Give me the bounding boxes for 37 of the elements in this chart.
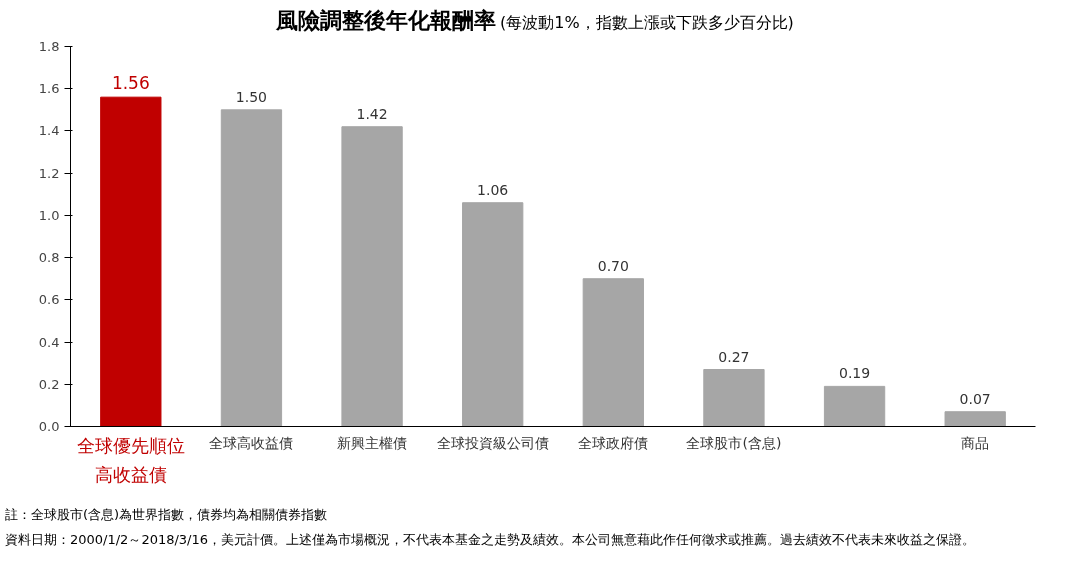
- y-tick-label: 1.2: [38, 166, 60, 182]
- data-label: 0.19: [838, 365, 871, 382]
- chart-subtitle: (每波動1%，指數上漲或下跌多少百分比): [499, 13, 794, 32]
- y-tick-label: 1.4: [38, 123, 60, 139]
- bar: [944, 411, 1006, 427]
- text: 資料日期：2000/1/2～2018/3/16，美元計價。上述僅為市場概況，不代表本基金之走勢及績效。本公司無意藉此作任何徵求或推薦。過去績效不代表未來收益之保證。: [5, 531, 976, 549]
- text: 註：全球股市(含息)為世界指數，債券均為相關債券指數: [5, 506, 329, 525]
- y-tick-label: 1.6: [38, 81, 60, 97]
- y-tick-label: 0.0: [38, 419, 60, 435]
- bar: [220, 109, 283, 427]
- bar: [341, 126, 403, 427]
- y-tick-label: 1.0: [38, 208, 60, 224]
- x-tick-label: 新興主權債: [337, 435, 408, 452]
- data-label: 1.50: [235, 89, 268, 106]
- data-label: 1.42: [356, 106, 388, 123]
- data-label: 1.56: [111, 73, 150, 94]
- x-tick-label: 全球政府債: [578, 435, 649, 452]
- data-label: 0.07: [959, 391, 991, 408]
- bar: [582, 278, 644, 427]
- chart-title: 風險調整後年化報酬率: [276, 8, 497, 33]
- x-tick-label: 商品: [961, 435, 990, 452]
- y-tick-label: 0.8: [38, 250, 60, 266]
- x-tick-label: 全球投資級公司債: [436, 435, 549, 452]
- bar: [462, 202, 524, 427]
- bar: [823, 386, 886, 427]
- x-tick-label: 全球股市(含息): [686, 435, 782, 452]
- data-label: 0.70: [597, 258, 629, 275]
- y-tick-label: 0.2: [38, 377, 60, 393]
- y-tick-label: 0.4: [38, 334, 60, 350]
- x-tick-label: 全球優先順位高收益債: [76, 435, 185, 486]
- data-label: 1.06: [477, 182, 509, 199]
- y-tick-label: 1.8: [38, 39, 60, 55]
- data-label: 0.27: [718, 348, 750, 365]
- y-tick-label: 0.6: [38, 292, 60, 308]
- bar: [100, 97, 162, 427]
- x-tick-label: 全球高收益債: [209, 435, 294, 452]
- bar: [703, 369, 765, 427]
